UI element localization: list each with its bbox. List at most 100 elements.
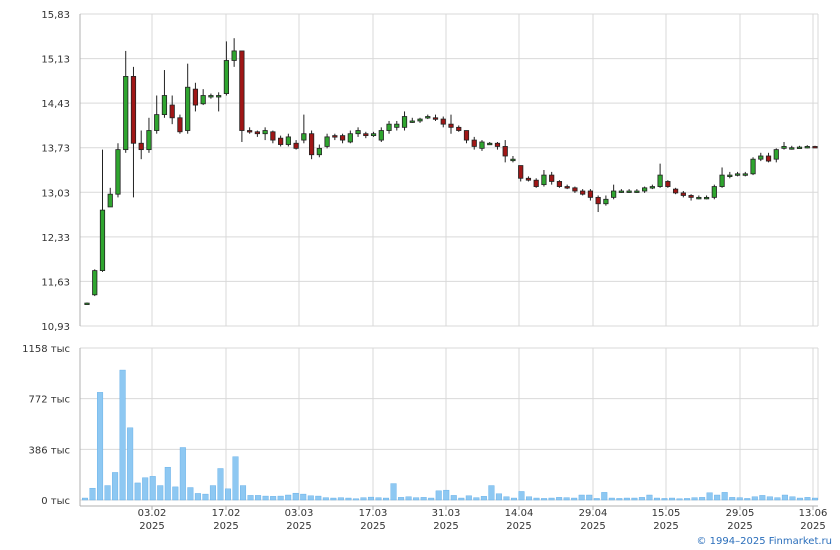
volume-bar [390,483,397,501]
candle-up [409,120,415,123]
x-tick-label-year: 2025 [653,521,678,532]
candle-up [146,130,152,151]
x-tick-label-year: 2025 [727,521,752,532]
volume-bar [367,496,374,501]
candle-up [603,198,609,205]
price-y-tick-label: 11,63 [41,277,70,288]
volume-bar [360,497,367,501]
price-y-tick-label: 15,83 [41,10,70,21]
volume-bar [345,497,352,501]
volume-grid [79,347,819,507]
volume-bar [653,497,660,501]
candle-down [456,126,462,131]
volume-bar [684,498,691,501]
candle-up [370,133,377,137]
candle-up [200,95,206,105]
volume-bar [578,494,585,501]
volume-bar [194,493,201,501]
volume-y-tick-label: 772 тыс [29,395,70,406]
candle-up [301,133,307,141]
candle-up [84,302,90,305]
price-panel: 15,83 15,13 14,43 13,73 13,03 12,33 11,63 10,93 [41,10,819,333]
candle-up [742,173,748,176]
volume-bar [232,456,239,501]
candle-up [107,193,113,208]
candle-up [711,186,717,198]
volume-bar [796,497,803,501]
x-tick-label-year: 2025 [506,521,531,532]
candle-up [231,50,237,61]
candle-down [440,118,446,125]
candle-up [703,196,710,200]
volume-bar [812,497,819,501]
x-tick-label-date: 29.05 [726,508,755,519]
candle-down [688,195,694,198]
candle-down [278,137,284,145]
x-tick-label-date: 03.03 [285,508,314,519]
volume-bar [119,369,126,501]
x-tick-label-year: 2025 [433,521,458,532]
volume-bar [270,496,277,501]
x-tick-label-date: 17.02 [212,508,241,519]
price-y-tick-label: 15,13 [41,55,70,66]
credit-link[interactable]: © 1994–2025 Finmarket.ru [696,536,832,547]
volume-bar [601,492,608,501]
candle-down [812,146,818,149]
volume-bar [571,497,578,501]
volume-bar [781,494,788,501]
volume-bar [789,496,796,501]
candle-up [804,146,810,149]
x-tick-labels: 03.02 2025 17.02 2025 03.03 2025 17.03 2025 31.0… [138,506,828,532]
candle-up [626,190,632,193]
volume-bar [262,495,269,501]
candle-up [185,86,191,131]
volume-bar [616,498,623,501]
candle-up [154,114,160,131]
candle-up [758,155,764,160]
x-tick-label-date: 03.02 [138,508,167,519]
candle-up [355,130,361,135]
candle-down [448,123,454,128]
volume-bar [631,497,638,501]
volume-bar [676,498,683,501]
volume-bar [292,492,299,501]
candle-down [463,130,470,141]
candle-up [115,149,121,195]
x-tick-label-date: 15.05 [652,508,681,519]
volume-bar [458,497,465,501]
x-tick-label-year: 2025 [360,521,385,532]
volume-bar [563,497,570,501]
price-y-tick-label: 14,43 [41,99,70,110]
volume-bar [488,485,495,501]
x-tick-label-date: 13.06 [799,508,828,519]
candle-down [239,50,245,131]
volume-bar [736,497,743,501]
volume-bar [699,497,706,501]
volume-bars [81,369,819,501]
x-tick-label-date: 31.03 [432,508,461,519]
volume-bar [277,495,284,501]
candle-down [339,135,346,141]
candle-down [533,179,539,187]
candle-up [789,147,795,150]
x-tick-label-year: 2025 [580,521,605,532]
candle-up [92,270,98,296]
candle-down [665,181,671,187]
volume-bar [428,497,435,501]
volume-bar [774,497,781,501]
candle-down [595,196,601,205]
volume-bar [804,497,811,501]
volume-bar [744,498,751,501]
candle-down [572,187,578,192]
volume-bar [729,497,736,501]
candle-down [308,133,315,156]
candle-up [657,174,663,187]
candle-down [680,192,686,196]
volume-bar [157,485,164,501]
candle-up [618,190,624,193]
price-candles [84,38,818,305]
candle-down [765,155,772,162]
candle-up [378,130,384,141]
candle-down [130,76,137,144]
volume-bar [330,497,337,501]
